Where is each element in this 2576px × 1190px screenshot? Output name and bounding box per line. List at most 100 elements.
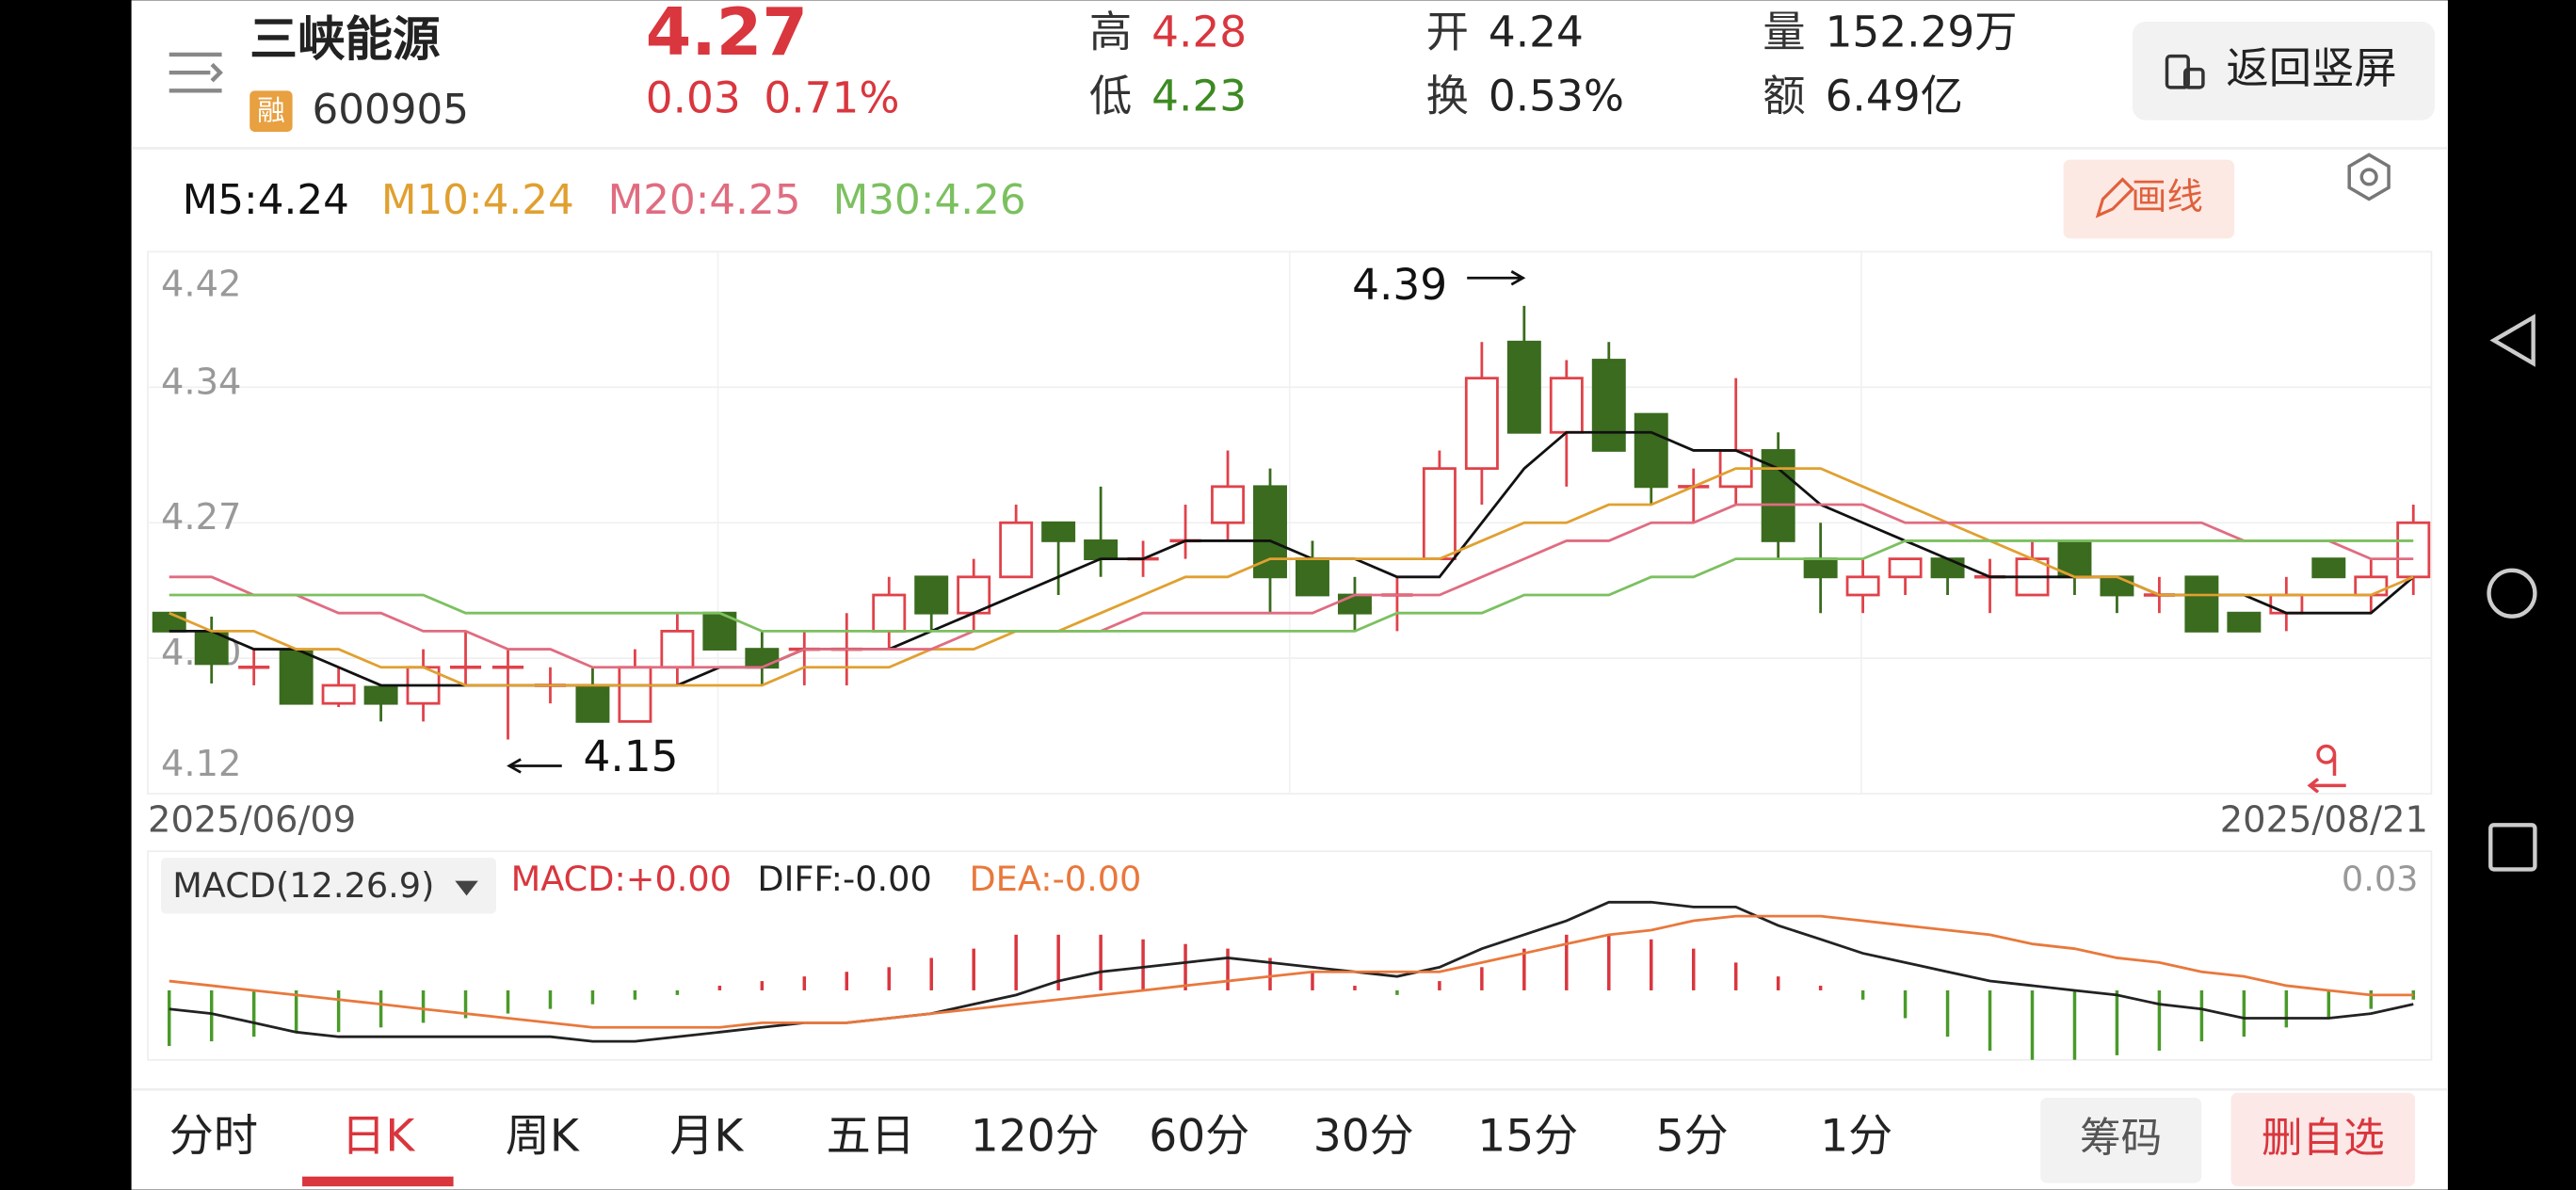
reset-icon[interactable] bbox=[2307, 744, 2346, 794]
menu-icon[interactable] bbox=[169, 52, 223, 93]
draw-button-label[interactable]: 画线 bbox=[2131, 176, 2203, 218]
candle-body bbox=[1506, 340, 1541, 434]
stat-value: 4.24 bbox=[1489, 7, 1584, 56]
period-tab[interactable]: 周K bbox=[506, 1111, 580, 1163]
candle-body bbox=[1591, 359, 1626, 452]
remove-label[interactable]: 删自选 bbox=[2262, 1115, 2385, 1162]
price: 4.27 bbox=[646, 0, 808, 71]
margin-tag: 融 bbox=[257, 94, 285, 127]
nav-bar bbox=[2487, 314, 2537, 872]
stat-value: 6.49亿 bbox=[1826, 72, 1963, 121]
candle-body bbox=[1296, 557, 1329, 597]
candle-body bbox=[1930, 557, 1965, 579]
chips-button[interactable] bbox=[2040, 1097, 2202, 1183]
macd-legend: DIFF:-0.00 bbox=[757, 859, 931, 899]
x-tick-label: 2025/08/21 bbox=[2220, 798, 2428, 841]
dropdown-arrow bbox=[455, 880, 478, 896]
period-tab[interactable]: 15分 bbox=[1477, 1111, 1578, 1163]
macd-legend: MACD:+0.00 bbox=[511, 859, 732, 899]
macd-line bbox=[169, 900, 2414, 1043]
period-tab[interactable]: 1分 bbox=[1820, 1111, 1892, 1163]
candle-body bbox=[1422, 467, 1457, 561]
candle-body bbox=[321, 683, 356, 705]
indicator-name[interactable]: MACD(12.26.9) bbox=[172, 865, 434, 906]
macd-legend: DEA:-0.00 bbox=[969, 859, 1141, 899]
remove-button[interactable] bbox=[2230, 1092, 2415, 1187]
change: 0.03 bbox=[646, 72, 741, 122]
ma-line bbox=[169, 503, 2414, 669]
stat-label: 开 bbox=[1426, 7, 1469, 56]
ma-legend: M5:4.24 bbox=[183, 177, 349, 224]
stock-code: 600905 bbox=[313, 87, 469, 134]
portrait-button-label[interactable]: 返回竖屏 bbox=[2226, 43, 2396, 93]
period-tab[interactable]: 月K bbox=[669, 1111, 744, 1163]
margin-badge bbox=[250, 90, 293, 132]
candle-body bbox=[1211, 485, 1246, 524]
candle-body bbox=[1253, 485, 1287, 579]
ma-line bbox=[169, 539, 2414, 633]
period-tab[interactable]: 60分 bbox=[1149, 1111, 1249, 1163]
draw-button[interactable] bbox=[2063, 159, 2235, 239]
macd-frame bbox=[147, 850, 2433, 1061]
y-tick-label: 0.03 bbox=[2342, 859, 2419, 899]
y-tick-label: 4.27 bbox=[161, 496, 241, 539]
period-tab[interactable]: 五日 bbox=[827, 1111, 915, 1163]
candle-body bbox=[1337, 593, 1372, 615]
ma-line bbox=[169, 467, 2414, 687]
nav-back[interactable] bbox=[2489, 314, 2536, 367]
candle-body bbox=[745, 648, 780, 669]
ma-legend: M10:4.24 bbox=[381, 177, 574, 224]
change-pct: 0.71% bbox=[764, 72, 899, 122]
candle-body bbox=[618, 666, 652, 723]
portrait-button[interactable] bbox=[2132, 22, 2435, 121]
y-tick-label: 4.12 bbox=[161, 743, 241, 785]
indicator-selector[interactable] bbox=[161, 858, 496, 914]
candle-body bbox=[1803, 557, 1838, 579]
nav-recent[interactable] bbox=[2488, 823, 2537, 872]
candle-body bbox=[914, 575, 949, 615]
period-tab[interactable]: 30分 bbox=[1313, 1111, 1414, 1163]
stat-value: 0.53% bbox=[1489, 72, 1624, 121]
period-tab[interactable]: 5分 bbox=[1656, 1111, 1729, 1163]
candle-body bbox=[1464, 377, 1499, 471]
macd-line bbox=[169, 914, 2414, 1029]
period-tab[interactable]: 分时 bbox=[169, 1111, 258, 1163]
candle-body bbox=[1888, 557, 1923, 579]
y-tick-label: 4.34 bbox=[161, 361, 241, 403]
portrait-icon bbox=[2165, 54, 2205, 89]
extreme-label: 4.39 bbox=[1352, 260, 1447, 310]
candle-body bbox=[1084, 539, 1119, 561]
candle-body bbox=[575, 683, 610, 723]
stat-value: 4.23 bbox=[1151, 72, 1247, 121]
chips-label[interactable]: 筹码 bbox=[2080, 1115, 2162, 1162]
candle-body bbox=[1845, 575, 1880, 597]
stock-name: 三峡能源 bbox=[250, 11, 440, 67]
extreme-arrow bbox=[1467, 270, 1526, 286]
candle-body bbox=[660, 629, 695, 669]
stat-value: 4.28 bbox=[1151, 7, 1247, 56]
candle-body bbox=[2184, 575, 2219, 633]
period-tab[interactable]: 日K bbox=[341, 1111, 415, 1163]
nav-home[interactable] bbox=[2487, 568, 2537, 619]
period-tab[interactable]: 120分 bbox=[971, 1111, 1100, 1163]
candle-body bbox=[957, 575, 991, 615]
candle-body bbox=[1041, 521, 1076, 542]
stat-label: 额 bbox=[1763, 72, 1805, 121]
candle-body bbox=[1549, 377, 1584, 434]
extreme-arrow bbox=[507, 758, 562, 774]
pencil-icon bbox=[2095, 177, 2135, 218]
stat-label: 低 bbox=[1089, 72, 1132, 121]
extreme-label: 4.15 bbox=[584, 732, 679, 781]
settings-icon[interactable] bbox=[2347, 153, 2391, 201]
stat-label: 量 bbox=[1763, 7, 1805, 56]
candle-body bbox=[2354, 575, 2389, 597]
candle-body bbox=[363, 685, 398, 705]
candle-body bbox=[999, 521, 1034, 579]
x-tick-label: 2025/06/09 bbox=[148, 798, 356, 841]
candle-body bbox=[872, 593, 907, 633]
candle-body bbox=[194, 631, 229, 666]
tab-underline bbox=[302, 1176, 454, 1187]
y-tick-label: 4.42 bbox=[161, 263, 241, 305]
